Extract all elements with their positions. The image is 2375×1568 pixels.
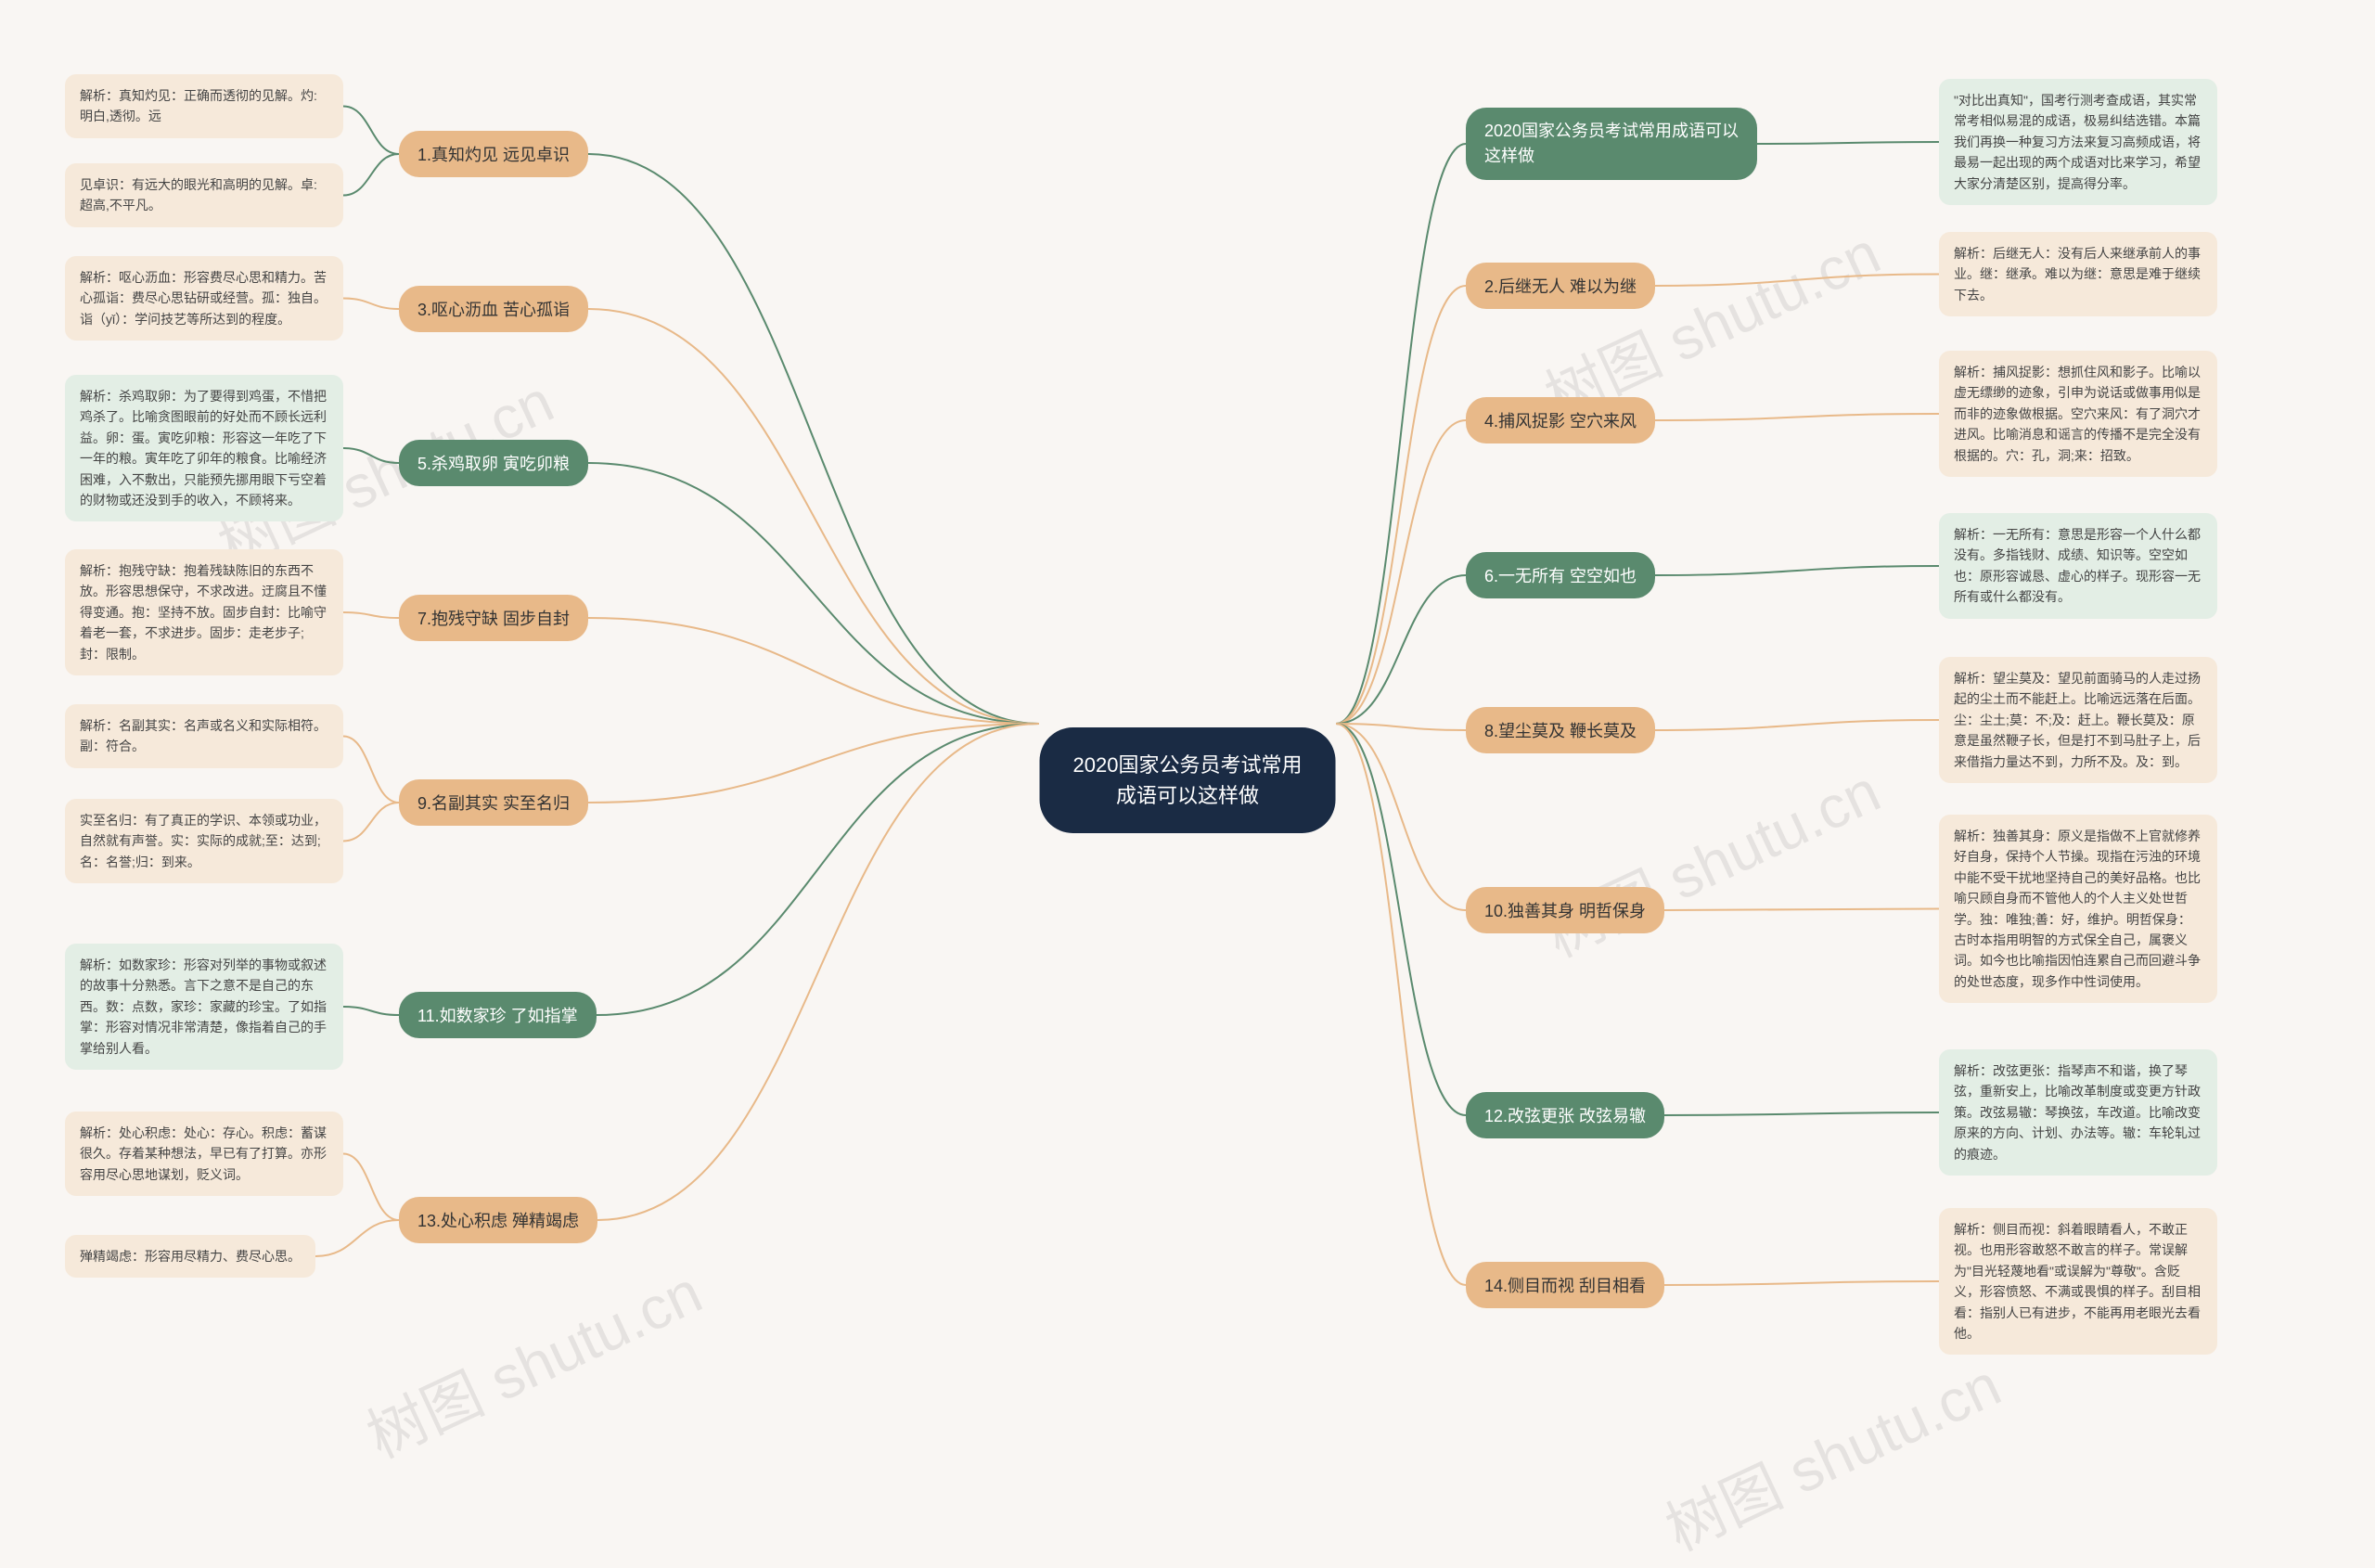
- leaf-node: 解析：望尘莫及：望见前面骑马的人走过扬起的尘土而不能赶上。比喻远远落在后面。尘：…: [1939, 657, 2217, 783]
- branch-node-11: 11.如数家珍 了如指掌: [399, 992, 597, 1038]
- branch-node-5: 5.杀鸡取卵 寅吃卯粮: [399, 440, 588, 486]
- branch-label-2: 这样做: [1484, 147, 1534, 165]
- leaf-node: 解析：独善其身：原义是指做不上官就修养好自身，保持个人节操。现指在污浊的环境中能…: [1939, 815, 2217, 1003]
- leaf-text: 解析：后继无人：没有后人来继承前人的事业。继：继承。难以为继：意思是难于继续下去…: [1954, 246, 2201, 302]
- branch-label: 5.杀鸡取卵 寅吃卯粮: [417, 455, 570, 473]
- leaf-node: 解析：杀鸡取卵：为了要得到鸡蛋，不惜把鸡杀了。比喻贪图眼前的好处而不顾长远利益。…: [65, 375, 343, 521]
- leaf-node: 解析：如数家珍：形容对列举的事物或叙述的故事十分熟悉。言下之意不是自己的东西。数…: [65, 944, 343, 1070]
- branch-node-2: 2.后继无人 难以为继: [1466, 263, 1655, 309]
- branch-label: 13.处心积虑 殚精竭虑: [417, 1212, 579, 1230]
- branch-node-0: 2020国家公务员考试常用成语可以这样做: [1466, 108, 1757, 180]
- leaf-text: 解析：处心积虑：处心：存心。积虑：蓄谋很久。存着某种想法，早已有了打算。亦形容用…: [80, 1125, 327, 1182]
- branch-label: 10.独善其身 明哲保身: [1484, 902, 1646, 920]
- leaf-text: 解析：独善其身：原义是指做不上官就修养好自身，保持个人节操。现指在污浊的环境中能…: [1954, 829, 2201, 989]
- leaf-node: 解析：抱残守缺：抱着残缺陈旧的东西不放。形容思想保守，不求改进。迂腐且不懂得变通…: [65, 549, 343, 675]
- branch-label: 9.名副其实 实至名归: [417, 794, 570, 813]
- watermark: 树图 shutu.cn: [1650, 1338, 2012, 1567]
- branch-label: 11.如数家珍 了如指掌: [417, 1007, 578, 1025]
- branch-node-1: 1.真知灼见 远见卓识: [399, 131, 588, 177]
- leaf-node: 解析：名副其实：名声或名义和实际相符。副：符合。: [65, 704, 343, 768]
- branch-node-9: 9.名副其实 实至名归: [399, 779, 588, 826]
- branch-label: 1.真知灼见 远见卓识: [417, 146, 570, 164]
- branch-node-6: 6.一无所有 空空如也: [1466, 552, 1655, 598]
- branch-node-7: 7.抱残守缺 固步自封: [399, 595, 588, 641]
- branch-node-3: 3.呕心沥血 苦心孤诣: [399, 286, 588, 332]
- leaf-text: "对比出真知"，国考行测考查成语，其实常常考相似易混的成语，极易纠结选错。本篇我…: [1954, 93, 2201, 191]
- center-line2: 成语可以这样做: [1116, 784, 1259, 807]
- branch-node-14: 14.侧目而视 刮目相看: [1466, 1262, 1664, 1308]
- leaf-text: 解析：一无所有：意思是形容一个人什么都没有。多指钱财、成绩、知识等。空空如也：原…: [1954, 527, 2201, 604]
- branch-node-4: 4.捕风捉影 空穴来风: [1466, 397, 1655, 443]
- leaf-text: 解析：侧目而视：斜着眼睛看人，不敢正视。也用形容敢怒不敢言的样子。常误解为"目光…: [1954, 1222, 2201, 1341]
- leaf-node: 解析：捕风捉影：想抓住风和影子。比喻以虚无缥缈的迹象，引申为说话或做事用似是而非…: [1939, 351, 2217, 477]
- leaf-text: 解析：名副其实：名声或名义和实际相符。副：符合。: [80, 718, 327, 753]
- watermark: 树图 shutu.cn: [352, 1245, 713, 1474]
- branch-label: 8.望尘莫及 鞭长莫及: [1484, 722, 1637, 740]
- watermark: 树图 shutu.cn: [1530, 744, 1892, 973]
- leaf-text: 解析：改弦更张：指琴声不和谐，换了琴弦，重新安上，比喻改革制度或变更方针政策。改…: [1954, 1063, 2201, 1162]
- center-node: 2020国家公务员考试常用 成语可以这样做: [1040, 727, 1336, 833]
- branch-label: 6.一无所有 空空如也: [1484, 567, 1637, 585]
- center-line1: 2020国家公务员考试常用: [1073, 753, 1303, 777]
- branch-label: 7.抱残守缺 固步自封: [417, 610, 570, 628]
- branch-node-8: 8.望尘莫及 鞭长莫及: [1466, 707, 1655, 753]
- leaf-node: "对比出真知"，国考行测考查成语，其实常常考相似易混的成语，极易纠结选错。本篇我…: [1939, 79, 2217, 205]
- leaf-node: 解析：一无所有：意思是形容一个人什么都没有。多指钱财、成绩、知识等。空空如也：原…: [1939, 513, 2217, 619]
- leaf-text: 解析：呕心沥血：形容费尽心思和精力。苦心孤诣：费尽心思钻研或经营。孤：独自。诣（…: [80, 270, 327, 327]
- branch-node-13: 13.处心积虑 殚精竭虑: [399, 1197, 597, 1243]
- leaf-text: 解析：如数家珍：形容对列举的事物或叙述的故事十分熟悉。言下之意不是自己的东西。数…: [80, 958, 327, 1056]
- leaf-node: 解析：呕心沥血：形容费尽心思和精力。苦心孤诣：费尽心思钻研或经营。孤：独自。诣（…: [65, 256, 343, 341]
- leaf-node: 解析：改弦更张：指琴声不和谐，换了琴弦，重新安上，比喻改革制度或变更方针政策。改…: [1939, 1049, 2217, 1176]
- branch-label: 12.改弦更张 改弦易辙: [1484, 1107, 1646, 1125]
- leaf-text: 解析：真知灼见：正确而透彻的见解。灼:明白,透彻。远: [80, 88, 317, 123]
- leaf-node: 解析：后继无人：没有后人来继承前人的事业。继：继承。难以为继：意思是难于继续下去…: [1939, 232, 2217, 316]
- branch-node-10: 10.独善其身 明哲保身: [1466, 887, 1664, 933]
- branch-label: 2020国家公务员考试常用成语可以: [1484, 122, 1739, 140]
- leaf-node: 殚精竭虑：形容用尽精力、费尽心思。: [65, 1235, 315, 1278]
- leaf-text: 解析：捕风捉影：想抓住风和影子。比喻以虚无缥缈的迹象，引申为说话或做事用似是而非…: [1954, 365, 2201, 463]
- leaf-node: 解析：真知灼见：正确而透彻的见解。灼:明白,透彻。远: [65, 74, 343, 138]
- leaf-text: 殚精竭虑：形容用尽精力、费尽心思。: [80, 1249, 301, 1264]
- leaf-node: 实至名归：有了真正的学识、本领或功业，自然就有声誉。实：实际的成就;至：达到;名…: [65, 799, 343, 883]
- leaf-node: 见卓识：有远大的眼光和高明的见解。卓:超高,不平凡。: [65, 163, 343, 227]
- leaf-text: 见卓识：有远大的眼光和高明的见解。卓:超高,不平凡。: [80, 177, 317, 212]
- leaf-text: 解析：杀鸡取卵：为了要得到鸡蛋，不惜把鸡杀了。比喻贪图眼前的好处而不顾长远利益。…: [80, 389, 327, 508]
- branch-label: 4.捕风捉影 空穴来风: [1484, 412, 1637, 431]
- branch-node-12: 12.改弦更张 改弦易辙: [1466, 1092, 1664, 1138]
- leaf-node: 解析：侧目而视：斜着眼睛看人，不敢正视。也用形容敢怒不敢言的样子。常误解为"目光…: [1939, 1208, 2217, 1355]
- leaf-text: 解析：望尘莫及：望见前面骑马的人走过扬起的尘土而不能赶上。比喻远远落在后面。尘：…: [1954, 671, 2201, 769]
- branch-label: 2.后继无人 难以为继: [1484, 277, 1637, 296]
- leaf-text: 解析：抱残守缺：抱着残缺陈旧的东西不放。形容思想保守，不求改进。迂腐且不懂得变通…: [80, 563, 327, 662]
- leaf-text: 实至名归：有了真正的学识、本领或功业，自然就有声誉。实：实际的成就;至：达到;名…: [80, 813, 327, 869]
- branch-label: 3.呕心沥血 苦心孤诣: [417, 301, 570, 319]
- leaf-node: 解析：处心积虑：处心：存心。积虑：蓄谋很久。存着某种想法，早已有了打算。亦形容用…: [65, 1112, 343, 1196]
- branch-label: 14.侧目而视 刮目相看: [1484, 1277, 1646, 1295]
